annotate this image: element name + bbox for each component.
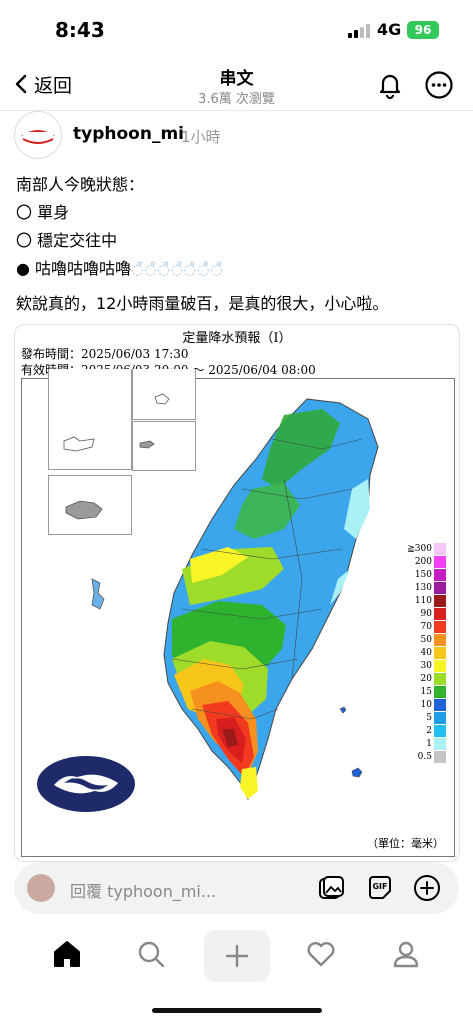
author-avatar[interactable] xyxy=(14,111,62,159)
legend-label: 40 xyxy=(420,648,432,658)
home-indicator xyxy=(152,1008,322,1013)
create-icon[interactable] xyxy=(221,940,253,972)
legend-item: 40 xyxy=(404,647,446,659)
legend-label: ≧300 xyxy=(407,544,432,554)
rainfall-map: ≧300 200 150 130 110 90 70 50 40 30 20 15 10 5 2 1 0.5 xyxy=(21,369,455,857)
legend-label: 130 xyxy=(414,583,432,593)
issue-time: 發布時間：2025/06/03 17:30 xyxy=(21,347,189,361)
taiwan-rain-map xyxy=(63,393,379,801)
legend-swatch xyxy=(434,595,446,607)
post-line: 南部人今晚狀態： xyxy=(16,175,145,194)
cwa-logo-icon xyxy=(37,756,135,812)
legend-label: 5 xyxy=(426,713,432,723)
legend-swatch xyxy=(434,582,446,594)
legend-label: 70 xyxy=(420,622,432,632)
legend-swatch xyxy=(434,621,446,633)
legend-item: 10 xyxy=(404,699,446,711)
legend-swatch xyxy=(434,699,446,711)
network-type: 4G xyxy=(377,20,402,39)
legend-swatch xyxy=(434,608,446,620)
post-line: ● 咕嚕咕嚕咕嚕◌̊◌̊◌̊◌̊◌̊◌̊◌̊ xyxy=(16,255,224,279)
legend-item: 15 xyxy=(404,686,446,698)
legend-label: 15 xyxy=(420,687,432,697)
legend-item: 20 xyxy=(404,673,446,685)
legend-label: 2 xyxy=(426,726,432,736)
reply-bar[interactable] xyxy=(14,862,459,914)
view-count: 3.6萬 次瀏覽 xyxy=(198,92,275,107)
post-line-text: ● 咕嚕咕嚕咕嚕 xyxy=(16,259,132,278)
legend-swatch xyxy=(434,725,446,737)
back-label: 返回 xyxy=(34,74,73,97)
legend-item: 1 xyxy=(404,738,446,750)
legend-swatch xyxy=(434,543,446,555)
legend-label: 0.5 xyxy=(417,752,432,762)
search-icon[interactable] xyxy=(135,938,167,970)
profile-icon[interactable] xyxy=(390,938,422,970)
legend-label: 20 xyxy=(420,674,432,684)
post-line: 欸說真的，12小時雨量破百，是真的很大，小心啦。 xyxy=(16,294,389,313)
bubble-emoji: ◌̊◌̊◌̊◌̊◌̊◌̊◌̊ xyxy=(131,262,224,278)
post-line: 〇 穩定交往中 xyxy=(16,231,118,250)
legend-item: 2 xyxy=(404,725,446,737)
legend-swatch xyxy=(434,712,446,724)
legend-item: ≧300 xyxy=(404,543,446,555)
user-avatar xyxy=(27,874,55,902)
author-logo-icon xyxy=(21,130,55,144)
map-title: 定量降水預報（Ⅰ） xyxy=(182,331,292,346)
legend-item: 5 xyxy=(404,712,446,724)
legend-swatch xyxy=(434,634,446,646)
reply-input[interactable]: 回覆 typhoon_mi... xyxy=(70,882,217,901)
page-title: 串文 xyxy=(219,69,254,89)
legend-swatch xyxy=(434,738,446,750)
legend-item: 110 xyxy=(404,595,446,607)
svg-text:GIF: GIF xyxy=(372,882,387,891)
battery-indicator: 96 xyxy=(407,21,439,39)
legend-label: 50 xyxy=(420,635,432,645)
legend-item: 200 xyxy=(404,556,446,568)
author-username[interactable]: typhoon_mi xyxy=(73,124,184,144)
status-time: 8:43 xyxy=(55,18,105,42)
inset-kinmen-matsu xyxy=(48,369,132,470)
legend-swatch xyxy=(434,673,446,685)
legend-item: 0.5 xyxy=(404,751,446,763)
more-options-icon[interactable] xyxy=(424,70,454,100)
post-time: 1小時 xyxy=(181,128,221,146)
legend-item: 150 xyxy=(404,569,446,581)
legend-item: 130 xyxy=(404,582,446,594)
legend-swatch xyxy=(434,556,446,568)
legend-label: 1 xyxy=(426,739,432,749)
legend-swatch xyxy=(434,751,446,763)
gif-icon[interactable]: GIF xyxy=(366,874,394,902)
signal-icon xyxy=(348,24,370,38)
post-image[interactable]: 定量降水預報（Ⅰ） 發布時間：2025/06/03 17:30 有效時間：202… xyxy=(14,324,460,862)
legend-swatch xyxy=(434,647,446,659)
header-divider xyxy=(0,110,473,111)
back-button[interactable]: 返回 xyxy=(14,70,72,98)
legend-label: 30 xyxy=(420,661,432,671)
image-icon[interactable] xyxy=(317,874,345,902)
legend-label: 10 xyxy=(420,700,432,710)
post-line: 〇 單身 xyxy=(16,203,70,222)
legend-label: 150 xyxy=(414,570,432,580)
home-icon[interactable] xyxy=(51,938,83,970)
bell-icon[interactable] xyxy=(375,70,405,100)
chevron-left-icon xyxy=(15,74,27,94)
unit-label: （單位：毫米） xyxy=(367,837,444,850)
legend-swatch xyxy=(434,686,446,698)
add-icon[interactable] xyxy=(413,874,441,902)
legend-swatch xyxy=(434,569,446,581)
legend-item: 70 xyxy=(404,621,446,633)
legend-item: 50 xyxy=(404,634,446,646)
legend-swatch xyxy=(434,660,446,672)
legend-item: 30 xyxy=(404,660,446,672)
legend-label: 90 xyxy=(420,609,432,619)
legend-item: 90 xyxy=(404,608,446,620)
heart-icon[interactable] xyxy=(305,938,337,970)
legend-label: 110 xyxy=(414,596,432,606)
legend-label: 200 xyxy=(414,557,432,567)
